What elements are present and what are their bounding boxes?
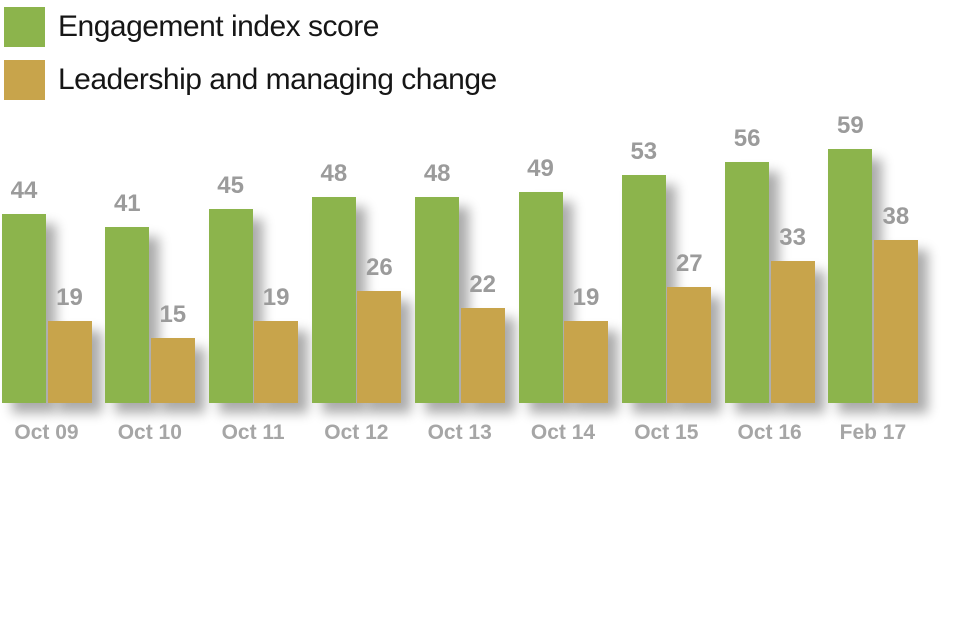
bar-group-oct-13: 48 22 Oct 13 [415,0,505,443]
value-label-engagement-oct-12: 48 [320,160,348,187]
bar-engagement-oct-13 [415,197,460,403]
value-label-engagement-oct-13: 48 [423,160,451,187]
plot-area: 44 19 Oct 09 41 15 Oct 10 45 19 Oct 11 48 26 Oct 12… [2,0,918,443]
bar-group-oct-10: 41 15 Oct 10 [105,0,195,443]
bar-leadership-feb-17 [873,240,918,403]
legend-item-engagement: Engagement index score [4,7,497,47]
x-axis-label-oct-10: Oct 10 [117,421,182,444]
x-axis-label-oct-14: Oct 14 [530,421,596,444]
value-label-leadership-oct-16: 33 [779,224,806,251]
legend-label-leadership: Leadership and managing change [58,63,497,96]
value-label-engagement-oct-11: 45 [217,172,244,199]
value-label-leadership-oct-11: 19 [262,284,290,311]
bar-engagement-oct-10 [105,227,150,403]
value-label-engagement-feb-17: 59 [837,112,864,139]
x-axis-label-feb-17: Feb 17 [839,421,907,444]
bar-group-oct-15: 53 27 Oct 15 [621,0,712,443]
x-axis-label-oct-13: Oct 13 [427,421,492,444]
value-label-engagement-oct-09: 44 [10,177,38,204]
value-label-leadership-feb-17: 38 [882,203,910,230]
x-axis-label-oct-11: Oct 11 [221,421,285,444]
bar-leadership-oct-11 [254,321,299,403]
x-axis-label-oct-09: Oct 09 [14,421,79,444]
bar-group-oct-09: 44 19 Oct 09 [2,0,92,443]
bar-engagement-feb-17 [828,149,873,403]
bar-leadership-oct-15 [667,287,712,403]
value-label-leadership-oct-14: 19 [572,284,600,311]
legend-label-engagement: Engagement index score [58,10,379,43]
bar-leadership-oct-13 [460,308,505,403]
value-label-leadership-oct-09: 19 [56,284,83,311]
bar-leadership-oct-10 [150,338,195,403]
value-label-leadership-oct-13: 22 [469,271,497,298]
x-axis-label-oct-15: Oct 15 [634,421,699,444]
x-axis-label-oct-12: Oct 12 [324,421,389,444]
bar-leadership-oct-14 [564,321,608,403]
bar-leadership-oct-16 [770,261,815,403]
legend-swatch-engagement-icon [4,7,45,47]
bar-group-feb-17: 59 38 Feb 17 [828,0,918,443]
value-label-leadership-oct-10: 15 [159,301,187,328]
value-label-engagement-oct-14: 49 [527,155,554,182]
x-axis-label-oct-16: Oct 16 [737,421,802,444]
bar-engagement-oct-11 [208,209,253,403]
bar-engagement-oct-16 [725,162,770,403]
bar-engagement-oct-12 [311,197,356,403]
bar-group-oct-14: 49 19 Oct 14 [518,0,608,443]
legend-item-leadership: Leadership and managing change [4,60,497,100]
value-label-leadership-oct-15: 27 [675,250,703,277]
bar-engagement-oct-15 [621,175,666,403]
bar-group-oct-11: 45 19 Oct 11 [208,0,299,443]
value-label-engagement-oct-10: 41 [113,190,141,217]
legend-swatch-leadership-icon [4,60,45,100]
bar-engagement-oct-14 [518,192,563,403]
legend: Engagement index score Leadership and ma… [4,7,497,113]
bar-group-oct-12: 48 26 Oct 12 [311,0,402,443]
value-label-engagement-oct-15: 53 [630,138,658,165]
value-label-engagement-oct-16: 56 [733,125,761,152]
bar-leadership-oct-12 [357,291,402,403]
bar-leadership-oct-09 [47,321,92,403]
bar-group-oct-16: 56 33 Oct 16 [725,0,815,443]
value-label-leadership-oct-12: 26 [366,254,393,281]
bar-engagement-oct-09 [2,214,46,403]
